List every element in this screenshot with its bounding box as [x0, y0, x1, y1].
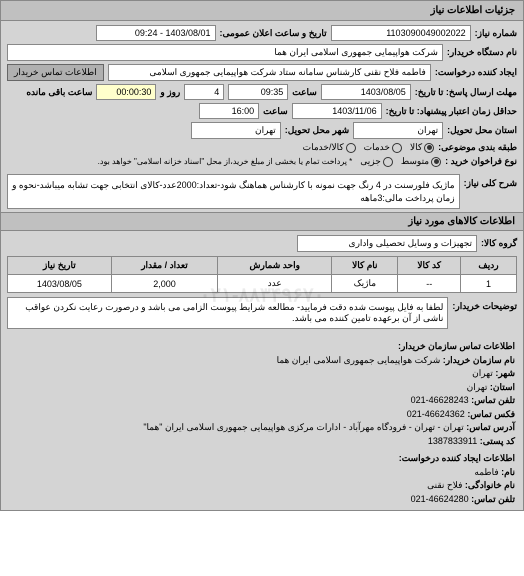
contact-fax-label: فکس تماس:	[467, 409, 515, 419]
radio-kala-khadamat-label: کالا/خدمات	[303, 142, 344, 153]
radio-kala-khadamat[interactable]: کالا/خدمات	[303, 142, 356, 153]
requester-field: فاطمه فلاح نقنی کارشناس سامانه ستاد شرکت…	[108, 64, 431, 81]
province-label: استان محل تحویل:	[447, 125, 517, 136]
delivery-time-field: 16:00	[199, 103, 259, 119]
province-field: تهران	[353, 122, 443, 139]
announce-label: تاریخ و ساعت اعلان عمومی:	[220, 28, 327, 39]
form-container: جزئیات اطلاعات نیاز شماره نیاز: 11030900…	[0, 0, 524, 511]
contact-org: شرکت هواپیمایی جمهوری اسلامی ایران هما	[277, 355, 441, 365]
creator-family: فلاح نقنی	[427, 480, 462, 490]
radio-dot-icon	[431, 157, 441, 167]
radio-dot-icon	[383, 157, 393, 167]
td-unit: عدد	[218, 275, 332, 293]
req-number-field: 1103090049002022	[331, 25, 471, 41]
budget-label: طبقه بندی موضوعی:	[438, 142, 517, 153]
goods-group-label: گروه کالا:	[481, 238, 517, 249]
creator-phone: 46624280-021	[411, 494, 469, 504]
contact-city-label: شهر:	[495, 368, 515, 378]
buyer-org-field: شرکت هواپیمایی جمهوری اسلامی ایران هما	[7, 44, 443, 61]
th-code: کد کالا	[398, 257, 461, 275]
th-date: تاریخ نیاز	[8, 257, 112, 275]
td-date: 1403/08/05	[8, 275, 112, 293]
notes-box: لطفا به فایل پیوست شده دقت فرمایید- مطال…	[7, 297, 448, 329]
radio-dot-icon	[346, 143, 356, 153]
contact-addr: تهران - تهران - فرودگاه مهرآباد - ادارات…	[143, 422, 463, 432]
city-label: شهر محل تحویل:	[285, 125, 349, 136]
creator-phone-label: تلفن تماس:	[471, 494, 515, 504]
pay-label: نوع فراخوان خرید :	[445, 156, 517, 167]
radio-dot-icon	[392, 143, 402, 153]
days-label: روز و	[160, 87, 180, 98]
contact-phone: 46628243-021	[411, 395, 469, 405]
creator-family-label: نام خانوادگی:	[465, 480, 515, 490]
td-code: --	[398, 275, 461, 293]
radio-khadamat-label: خدمات	[364, 142, 390, 153]
notes-label: توضیحات خریدار:	[452, 297, 517, 312]
td-qty: 2,000	[111, 275, 218, 293]
td-row: 1	[461, 275, 517, 293]
deadline-time-field: 09:35	[228, 84, 288, 100]
desc-label: شرح کلی نیاز:	[464, 174, 517, 189]
page-header: جزئیات اطلاعات نیاز	[1, 1, 523, 21]
creator-header: اطلاعات ایجاد کننده درخواست:	[9, 452, 515, 466]
announce-field: 1403/08/01 - 09:24	[96, 25, 216, 41]
contact-postal: 1387833911	[428, 436, 477, 446]
contact-header: اطلاعات تماس سازمان خریدار:	[9, 340, 515, 354]
contact-section: اطلاعات تماس سازمان خریدار: نام سازمان خ…	[1, 336, 523, 510]
city-field: تهران	[191, 122, 281, 139]
table-row: 1 -- ماژیک عدد 2,000 1403/08/05	[8, 275, 517, 293]
contact-postal-label: کد پستی:	[480, 436, 515, 446]
radio-dot-icon	[424, 143, 434, 153]
remaining-time-field: 00:00:30	[96, 84, 156, 100]
deadline-time-label: ساعت	[292, 87, 317, 98]
req-number-label: شماره نیاز:	[475, 28, 517, 39]
goods-section-title: اطلاعات کالاهای مورد نیاز	[1, 212, 523, 231]
radio-khadamat[interactable]: خدمات	[364, 142, 402, 153]
radio-jozei-label: جزیی	[360, 156, 381, 167]
td-name: ماژیک	[332, 275, 398, 293]
radio-kala-label: کالا	[410, 142, 422, 153]
creator-name-label: نام:	[501, 467, 515, 477]
delivery-date-field: 1403/11/06	[292, 103, 382, 119]
contact-province-label: استان:	[490, 382, 515, 392]
requester-label: ایجاد کننده درخواست:	[435, 67, 517, 78]
delivery-label: حداقل زمان اعتبار پیشنهاد: تا تاریخ:	[386, 106, 517, 117]
radio-kala[interactable]: کالا	[410, 142, 434, 153]
contact-fax: 46624362-021	[407, 409, 465, 419]
contact-phone-label: تلفن تماس:	[471, 395, 515, 405]
deadline-date-field: 1403/08/05	[321, 84, 411, 100]
contact-province: تهران	[467, 382, 488, 392]
days-field: 4	[184, 84, 224, 100]
th-name: نام کالا	[332, 257, 398, 275]
contact-addr-label: آدرس تماس:	[466, 422, 515, 432]
pay-radio-group: متوسط جزیی	[360, 156, 441, 167]
goods-table: ردیف کد کالا نام کالا واحد شمارش تعداد /…	[7, 256, 517, 293]
desc-box: ماژیک فلورسنت در 4 رنگ جهت نمونه با کارش…	[7, 174, 460, 209]
th-unit: واحد شمارش	[218, 257, 332, 275]
budget-radio-group: کالا خدمات کالا/خدمات	[303, 142, 434, 153]
goods-group-field: تجهیزات و وسایل تحصیلی واداری	[297, 235, 477, 252]
radio-motavaset[interactable]: متوسط	[401, 156, 441, 167]
deadline-label: مهلت ارسال پاسخ: تا تاریخ:	[415, 87, 517, 98]
radio-motavaset-label: متوسط	[401, 156, 429, 167]
th-qty: تعداد / مقدار	[111, 257, 218, 275]
contact-org-label: نام سازمان خریدار:	[443, 355, 515, 365]
main-fields: شماره نیاز: 1103090049002022 تاریخ و ساع…	[1, 21, 523, 174]
radio-jozei[interactable]: جزیی	[360, 156, 393, 167]
th-row: ردیف	[461, 257, 517, 275]
table-header-row: ردیف کد کالا نام کالا واحد شمارش تعداد /…	[8, 257, 517, 275]
buyer-org-label: نام دستگاه خریدار:	[447, 47, 517, 58]
pay-note: * پرداخت تمام یا بخشی از مبلغ خرید،از مح…	[98, 157, 353, 166]
creator-name: فاطمه	[474, 467, 498, 477]
contact-city: تهران	[472, 368, 493, 378]
remaining-label: ساعت باقی مانده	[26, 87, 92, 98]
delivery-time-label: ساعت	[263, 106, 288, 117]
contact-info-button[interactable]: اطلاعات تماس خریدار	[7, 64, 104, 81]
table-area: ۰۲۱-۸۸۳۴۹۶۷۰ ردیف کد کالا نام کالا واحد …	[1, 256, 523, 333]
